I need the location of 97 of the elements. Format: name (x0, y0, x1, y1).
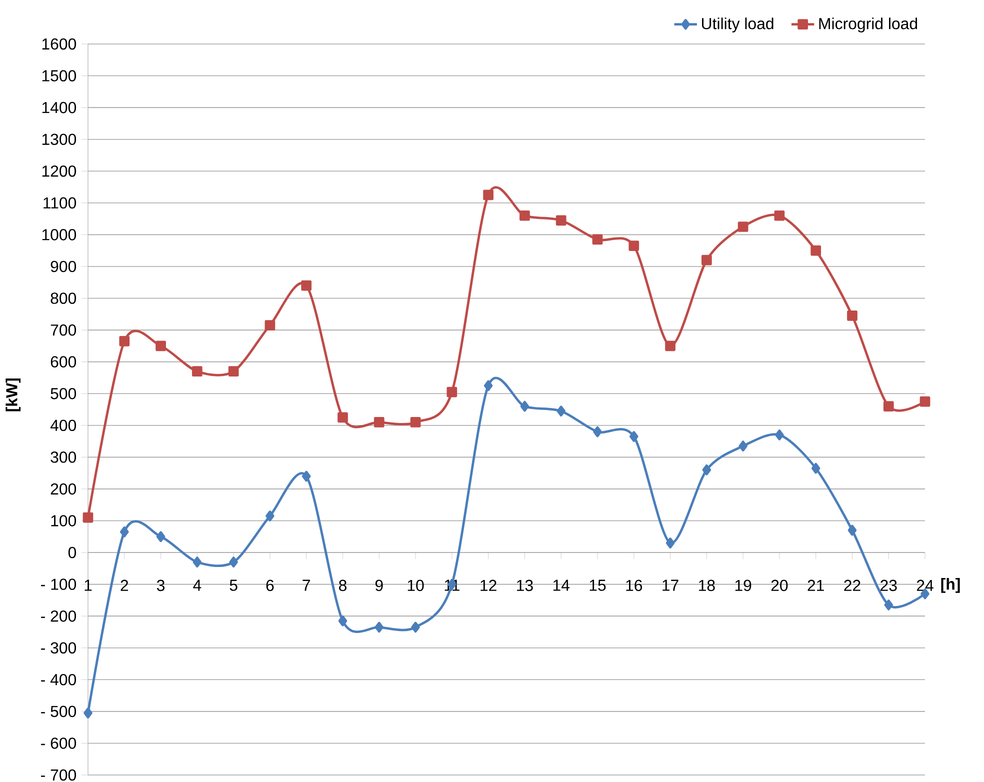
point (410, 417, 421, 428)
point (84, 708, 92, 718)
point (484, 380, 493, 392)
y-tick-label: - 600 (41, 738, 76, 749)
x-axis-title: [h] (941, 578, 960, 593)
point (666, 538, 675, 548)
x-tick-label: 6 (266, 580, 274, 592)
y-axis-title: [kW] (6, 378, 21, 412)
point (556, 215, 566, 226)
y-tick-label: 900 (50, 260, 76, 272)
x-tick-label: 2 (120, 580, 128, 591)
y-tick-label: 400 (50, 420, 76, 432)
y-tick-label: 100 (51, 515, 76, 526)
y-tick-label: 700 (50, 324, 76, 336)
point (848, 524, 857, 536)
y-tick-label: 1000 (42, 229, 76, 240)
x-tick-label: 9 (375, 580, 383, 592)
point (301, 280, 312, 291)
y-tick-label: 1600 (42, 38, 76, 50)
x-tick-label: 3 (156, 580, 165, 592)
legend-label: Microgrid load (819, 18, 918, 32)
point (228, 366, 239, 377)
y-tick-label: - 300 (41, 642, 76, 654)
y-tick-label: 1200 (42, 165, 76, 177)
x-tick-label: 19 (735, 580, 752, 592)
point (738, 222, 748, 232)
y-tick-label: - 100 (41, 578, 76, 590)
point (883, 401, 894, 412)
y-tick-label: - 500 (41, 706, 76, 718)
point (411, 622, 420, 633)
x-tick-label: 14 (553, 580, 570, 591)
x-tick-label: 4 (193, 580, 202, 591)
y-tick-label: 1300 (42, 134, 76, 145)
y-tick-label: 500 (50, 388, 76, 400)
y-tick-label: 1100 (44, 197, 76, 209)
x-tick-label: 24 (916, 580, 934, 591)
x-tick-label: 15 (590, 580, 606, 591)
point (884, 600, 893, 610)
point (920, 396, 930, 407)
point (520, 400, 530, 412)
x-tick-label: 17 (662, 580, 678, 591)
point (120, 526, 129, 538)
point (810, 245, 822, 256)
x-tick-label: 22 (844, 580, 860, 591)
x-tick-label: 7 (302, 580, 310, 591)
x-tick-label: 18 (699, 580, 715, 592)
point (119, 336, 130, 346)
x-tick-label: 23 (880, 580, 897, 592)
y-tick-label: 1400 (42, 102, 76, 114)
point (738, 440, 748, 452)
point (556, 406, 566, 417)
y-tick-label: 800 (50, 292, 76, 304)
x-tick-label: 13 (517, 580, 533, 592)
point (266, 510, 274, 522)
x-tick-label: 16 (626, 580, 642, 592)
x-tick-label: 12 (480, 580, 496, 591)
point (774, 210, 785, 221)
point (338, 615, 348, 626)
point (374, 417, 384, 428)
point (264, 320, 276, 330)
point (629, 431, 638, 442)
point (374, 622, 384, 633)
x-tick-label: 10 (408, 580, 424, 592)
y-tick-label: 0 (68, 546, 76, 558)
point (446, 386, 458, 398)
point (156, 531, 166, 542)
point (775, 429, 784, 440)
y-tick-label: - 700 (41, 769, 76, 781)
point (701, 254, 712, 266)
x-tick-label: 1 (84, 580, 92, 591)
y-tick-label: 300 (50, 452, 76, 463)
y-tick-label: 1500 (42, 70, 76, 82)
point (593, 426, 602, 438)
y-tick-label: - 400 (41, 674, 76, 686)
point (665, 340, 676, 352)
legend-label: Utility load (702, 18, 774, 32)
y-tick-label: 200 (50, 483, 76, 495)
point (702, 464, 712, 476)
x-tick-label: 20 (771, 580, 788, 592)
point (229, 556, 238, 568)
y-tick-label: - 200 (41, 610, 76, 622)
x-tick-label: 21 (808, 580, 824, 591)
point (156, 340, 166, 352)
point (520, 210, 530, 221)
x-tick-label: 8 (338, 580, 346, 592)
point (82, 512, 94, 523)
point (338, 412, 348, 423)
point (302, 470, 311, 482)
point (628, 240, 640, 251)
point (483, 190, 494, 200)
point (192, 556, 202, 568)
x-tick-label: 5 (230, 580, 238, 591)
y-tick-label: 600 (50, 356, 76, 368)
point (592, 234, 603, 245)
point (847, 310, 858, 321)
point (811, 462, 820, 474)
point (192, 366, 202, 377)
